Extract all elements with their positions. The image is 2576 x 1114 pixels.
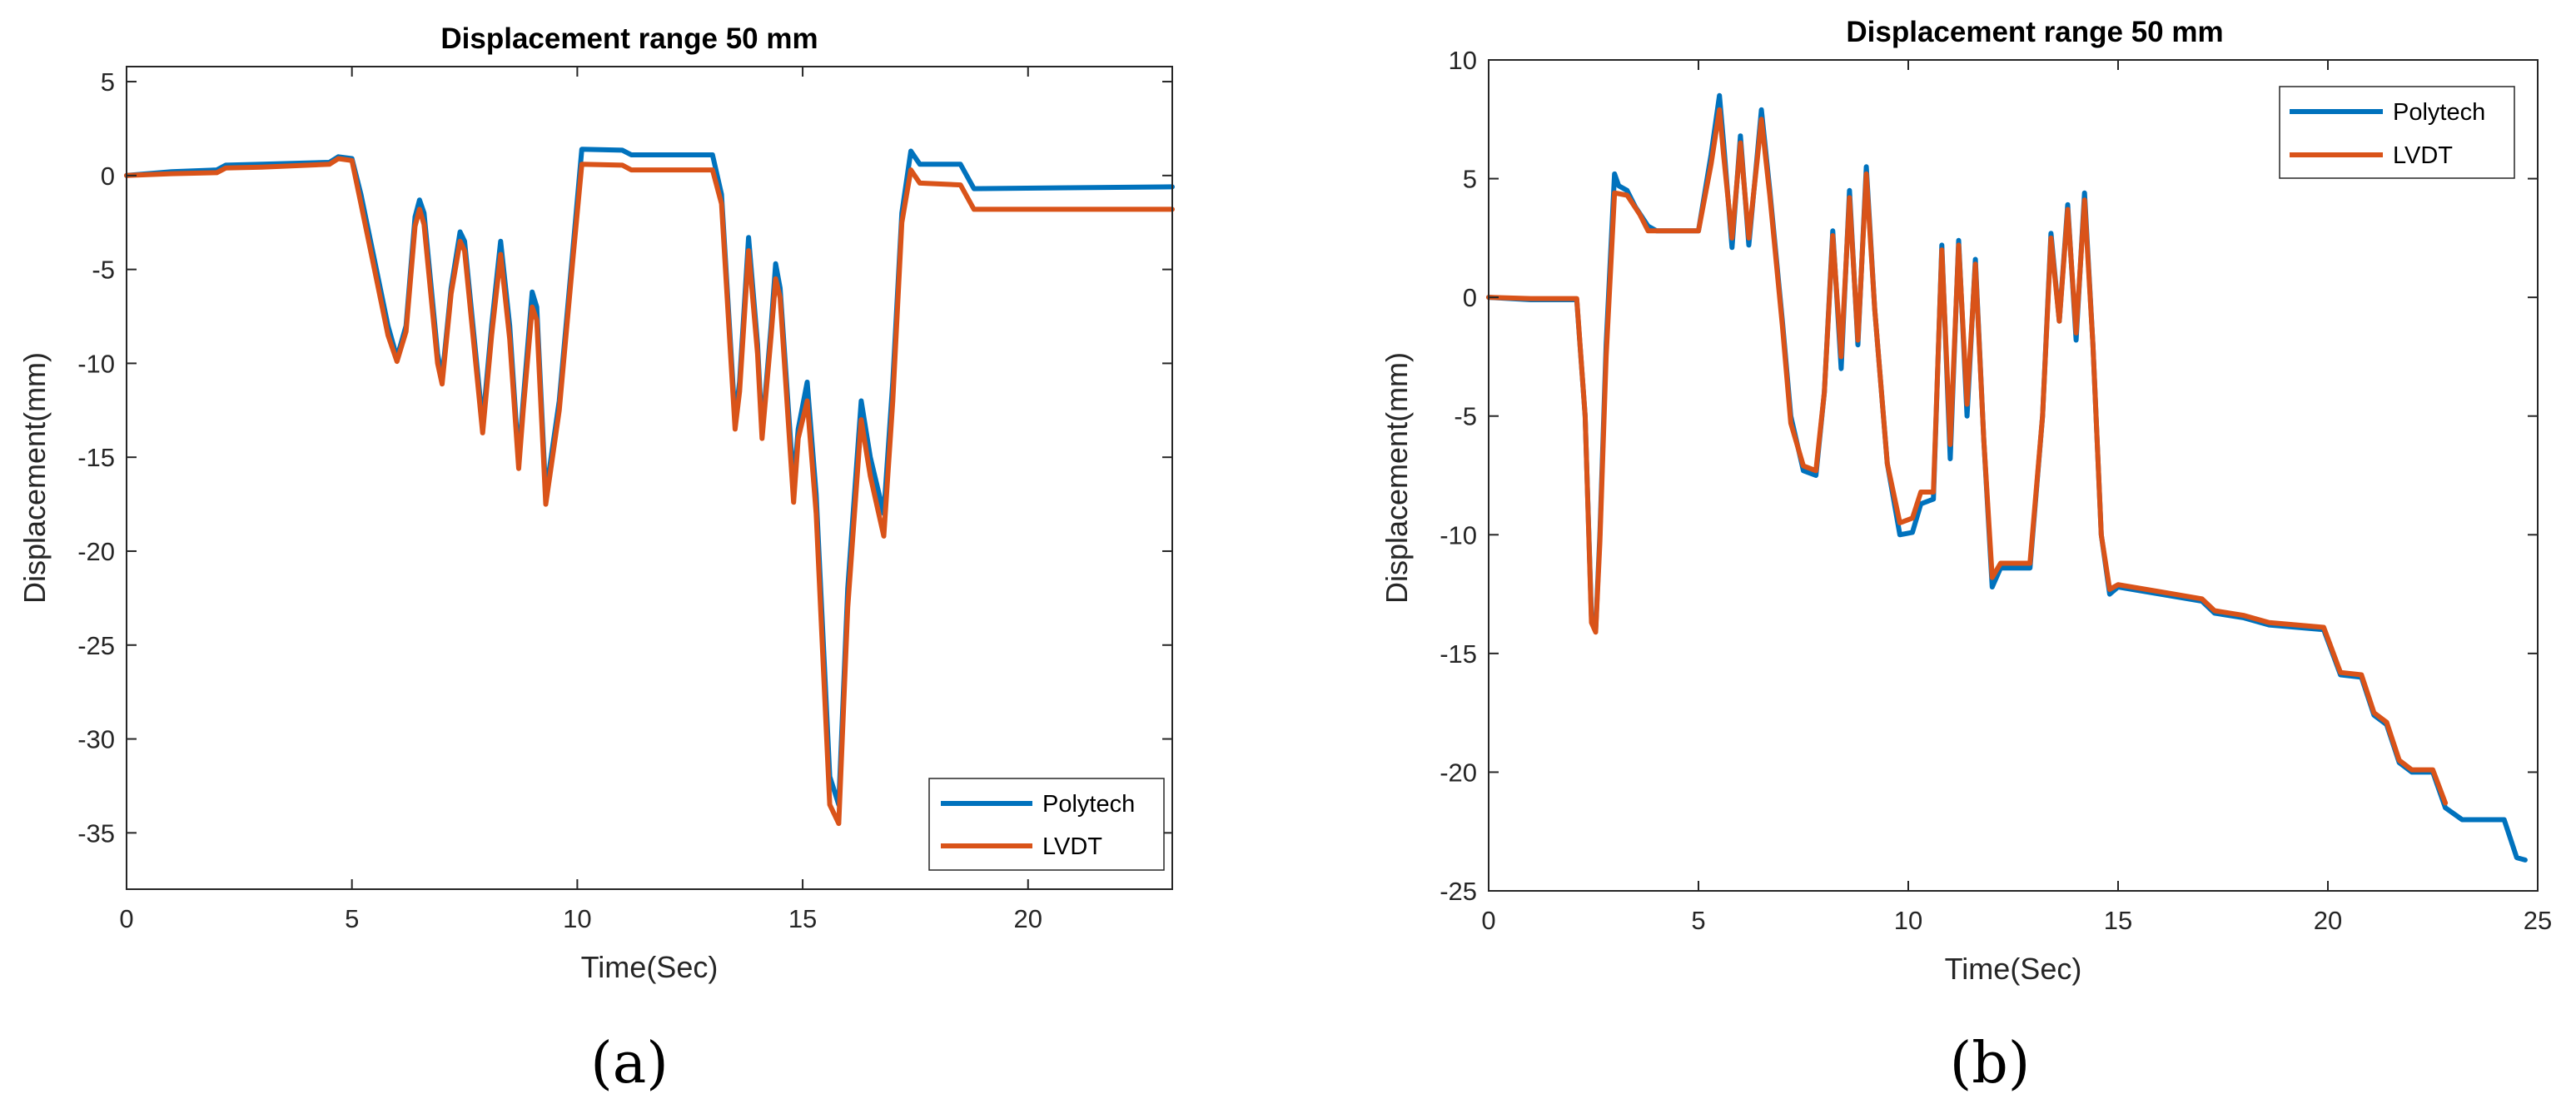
chart-a-legend-polytech-label: Polytech bbox=[1042, 791, 1135, 818]
chart-a-title: Displacement range 50 mm bbox=[440, 22, 818, 55]
chart-b-xtick-label: 10 bbox=[1894, 906, 1922, 935]
chart-a-xlabel: Time(Sec) bbox=[581, 950, 719, 984]
chart-b-xtick-label: 5 bbox=[1691, 906, 1705, 935]
chart-a-ytick-label: -35 bbox=[77, 818, 115, 848]
chart-b-series-lvdt-line bbox=[1486, 107, 2449, 806]
chart-a-ytick-label: -20 bbox=[77, 537, 115, 566]
chart-a-legend-lvdt-label: LVDT bbox=[1042, 833, 1102, 860]
chart-b-xtick-label: 25 bbox=[2524, 906, 2552, 935]
chart-a-legend: Polytech LVDT bbox=[928, 778, 1165, 871]
chart-b-ytick-label: 10 bbox=[1449, 46, 1477, 75]
chart-b-xtick-label: 20 bbox=[2314, 906, 2342, 935]
chart-b: Displacement range 50 mm 0 5 10 15 20 251050-… bbox=[1380, 16, 2552, 1097]
chart-a: Displacement range 50 mm 0 5 10 15 20 5 0 -5 -10… bbox=[17, 22, 1175, 1097]
chart-a-series-lvdt-line bbox=[124, 156, 1175, 827]
chart-b-ytick-label: -5 bbox=[1454, 402, 1477, 431]
chart-a-xtick-label: 5 bbox=[345, 904, 359, 933]
chart-a-ytick-label: 5 bbox=[101, 67, 115, 97]
chart-a-ytick-label: -15 bbox=[77, 443, 115, 472]
chart-a-xtick-label: 15 bbox=[788, 904, 817, 933]
chart-b-ytick-label: 5 bbox=[1463, 165, 1477, 194]
chart-a-ytick-label: -10 bbox=[77, 349, 115, 378]
chart-a-legend-box bbox=[928, 778, 1165, 871]
chart-b-ylabel: Displacement(mm) bbox=[1380, 352, 1414, 604]
chart-b-series-polytech-line bbox=[1486, 92, 2528, 863]
chart-a-ytick-label: -5 bbox=[92, 256, 115, 285]
chart-a-series-polytech-line bbox=[124, 147, 1175, 808]
chart-a-xtick-label: 0 bbox=[119, 904, 133, 933]
panel-label-a: (a) bbox=[590, 1031, 669, 1097]
chart-b-ytick-label: -25 bbox=[1440, 877, 1477, 906]
chart-b-xtick-label: 0 bbox=[1481, 906, 1495, 935]
chart-b-ytick-label: 0 bbox=[1463, 283, 1477, 312]
chart-a-ytick-label: 0 bbox=[101, 162, 115, 191]
chart-a-ytick-label: -25 bbox=[77, 631, 115, 660]
chart-b-xtick-label: 15 bbox=[2104, 906, 2132, 935]
chart-b-xlabel: Time(Sec) bbox=[1945, 952, 2082, 986]
chart-b-plot-area bbox=[1488, 59, 2539, 892]
chart-b-title: Displacement range 50 mm bbox=[1846, 16, 2223, 48]
chart-b-legend-polytech-label: Polytech bbox=[2393, 99, 2485, 126]
chart-b-legend: Polytech LVDT bbox=[2279, 86, 2515, 179]
chart-b-ytick-label: -10 bbox=[1440, 520, 1477, 550]
chart-a-plot-area bbox=[126, 66, 1173, 890]
chart-a-xtick-label: 10 bbox=[563, 904, 591, 933]
chart-b-ytick-label: -20 bbox=[1440, 758, 1477, 787]
chart-a-ylabel: Displacement(mm) bbox=[17, 352, 52, 604]
chart-a-ytick-label: -30 bbox=[77, 725, 115, 754]
chart-b-legend-box bbox=[2279, 86, 2515, 179]
chart-b-legend-lvdt-label: LVDT bbox=[2393, 142, 2453, 169]
panel-label-b: (b) bbox=[1950, 1031, 2031, 1097]
chart-a-xtick-label: 20 bbox=[1014, 904, 1042, 933]
chart-b-ytick-label: -15 bbox=[1440, 639, 1477, 669]
